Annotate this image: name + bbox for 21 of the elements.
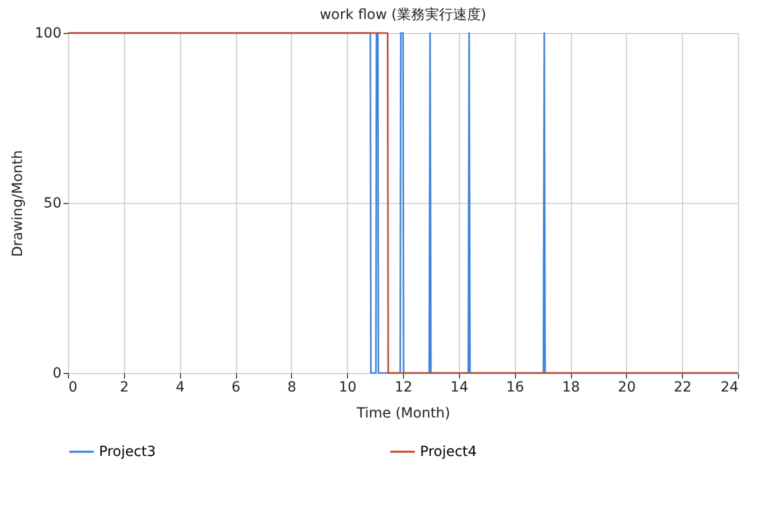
y-tick-label: 0 (52, 366, 62, 382)
x-tick-label: 4 (176, 380, 185, 396)
x-tick-label: 14 (450, 380, 468, 396)
x-tick-label: 10 (338, 380, 357, 396)
x-tick-label: 6 (232, 380, 241, 396)
y-tick-label: 50 (44, 196, 62, 212)
x-tick-label: 22 (674, 380, 692, 396)
x-tick-label: 24 (720, 380, 739, 396)
x-tick-label: 16 (506, 380, 524, 396)
x-tick-label: 2 (120, 380, 129, 396)
x-tick-label: 18 (562, 380, 580, 396)
x-tick-label: 8 (287, 380, 296, 396)
x-tick-label: 0 (68, 380, 78, 396)
y-tick-label: 100 (34, 26, 62, 42)
x-tick-label: 12 (394, 380, 412, 396)
x-tick-label: 20 (618, 380, 636, 396)
legend-label: Project4 (420, 444, 477, 460)
x-axis-title: Time (Month) (356, 406, 450, 422)
chart-title: work flow (業務実行速度) (320, 7, 486, 23)
y-axis-title: Drawing/Month (10, 150, 26, 257)
legend-label: Project3 (99, 444, 156, 460)
